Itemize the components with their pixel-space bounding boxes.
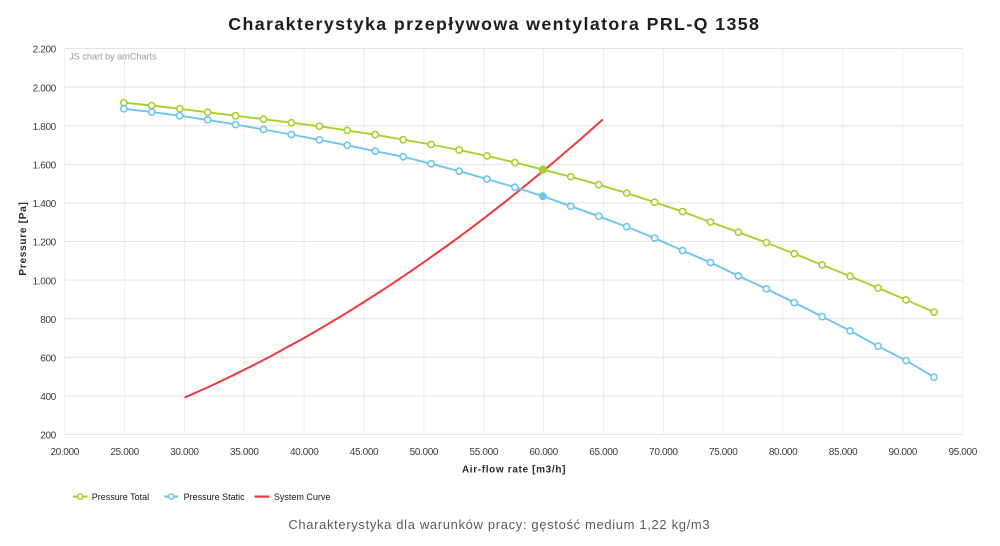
svg-text:85.000: 85.000 xyxy=(829,447,858,458)
svg-text:600: 600 xyxy=(40,354,56,365)
svg-text:60.000: 60.000 xyxy=(529,447,558,458)
svg-text:JS chart by amCharts: JS chart by amCharts xyxy=(69,51,157,61)
svg-text:80.000: 80.000 xyxy=(769,447,798,458)
svg-text:55.000: 55.000 xyxy=(470,447,499,458)
svg-text:30.000: 30.000 xyxy=(170,447,199,458)
svg-text:1.200: 1.200 xyxy=(33,238,57,249)
svg-text:1.800: 1.800 xyxy=(33,122,57,133)
svg-text:25.000: 25.000 xyxy=(110,447,139,458)
svg-text:Charakterystyka dla warunków p: Charakterystyka dla warunków pracy: gęst… xyxy=(288,517,710,532)
svg-text:50.000: 50.000 xyxy=(410,447,439,458)
svg-text:2.000: 2.000 xyxy=(33,83,57,94)
svg-text:Charakterystyka przepływowa we: Charakterystyka przepływowa wentylatora … xyxy=(228,14,760,34)
svg-text:45.000: 45.000 xyxy=(350,447,379,458)
svg-text:35.000: 35.000 xyxy=(230,447,259,458)
svg-text:200: 200 xyxy=(40,431,56,442)
svg-text:20.000: 20.000 xyxy=(50,447,79,458)
svg-text:1.400: 1.400 xyxy=(33,199,57,210)
svg-text:65.000: 65.000 xyxy=(589,447,618,458)
svg-text:Pressure Static: Pressure Static xyxy=(184,492,246,502)
svg-text:95.000: 95.000 xyxy=(948,447,977,458)
svg-text:1.000: 1.000 xyxy=(33,276,57,287)
svg-text:Pressure [Pa]: Pressure [Pa] xyxy=(18,201,29,275)
svg-text:1.600: 1.600 xyxy=(33,161,57,172)
svg-text:40.000: 40.000 xyxy=(290,447,319,458)
svg-text:90.000: 90.000 xyxy=(889,447,918,458)
svg-text:Pressure Total: Pressure Total xyxy=(92,492,149,502)
svg-text:75.000: 75.000 xyxy=(709,447,738,458)
svg-text:2.200: 2.200 xyxy=(33,45,57,56)
svg-text:400: 400 xyxy=(40,392,56,403)
svg-text:Air-flow rate [m3/h]: Air-flow rate [m3/h] xyxy=(462,464,566,475)
svg-text:800: 800 xyxy=(40,315,56,326)
svg-text:70.000: 70.000 xyxy=(649,447,678,458)
svg-text:System Curve: System Curve xyxy=(274,492,331,502)
